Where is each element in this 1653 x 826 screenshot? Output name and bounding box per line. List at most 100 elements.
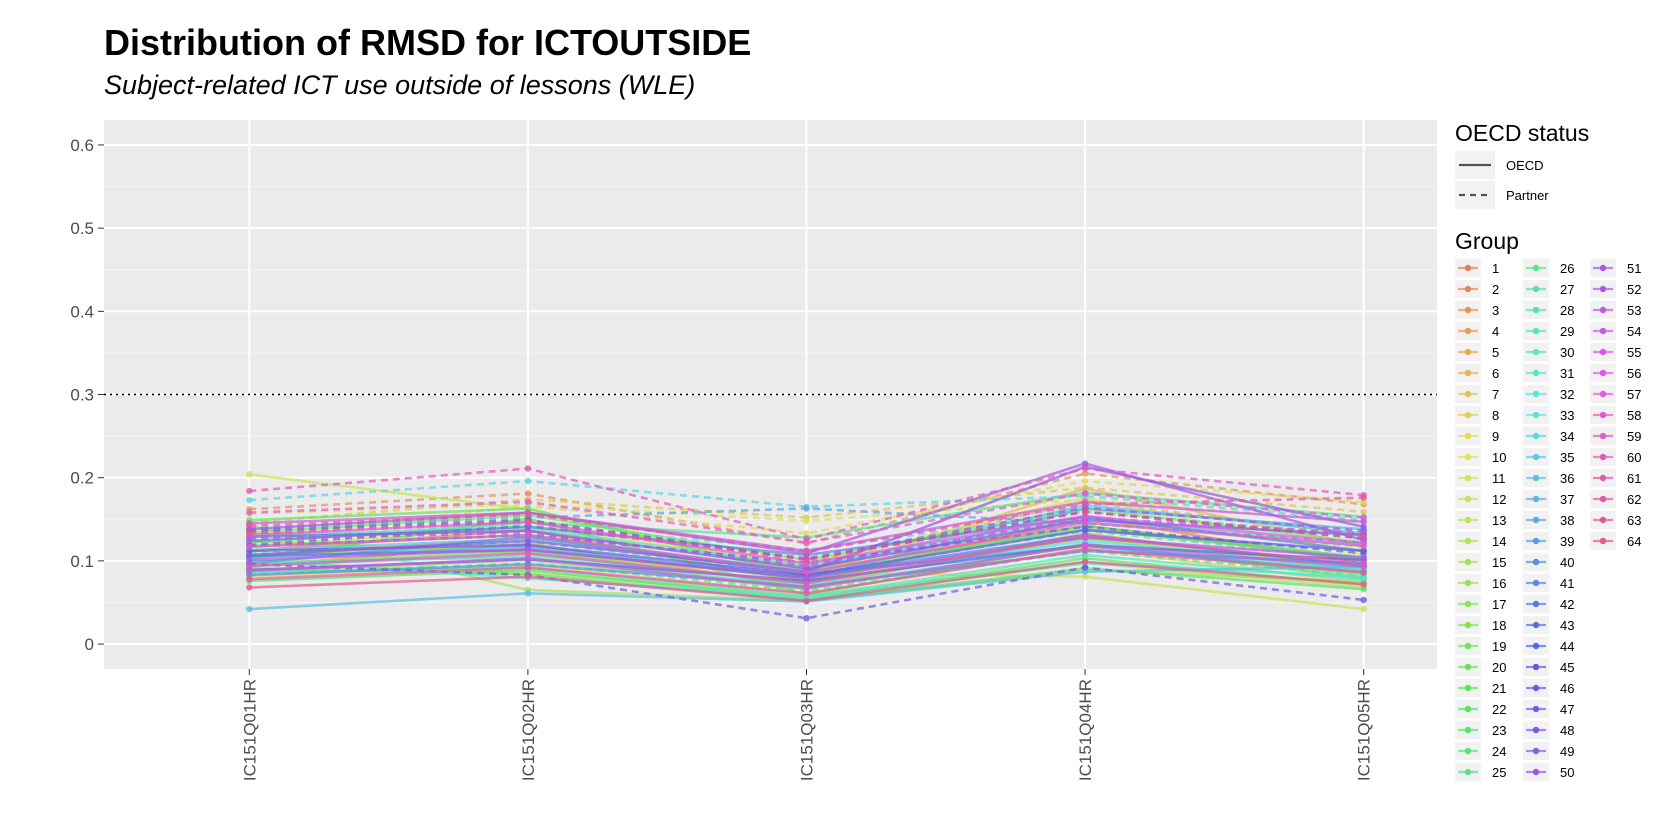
- legend-label-group: 8: [1492, 408, 1499, 423]
- series-point-61: [524, 564, 532, 571]
- legend-label-group: 1: [1492, 261, 1499, 276]
- legend-key-point: [1464, 411, 1472, 419]
- series-point-7: [1081, 484, 1089, 491]
- legend-key-point: [1464, 621, 1472, 629]
- legend-label-group: 64: [1627, 534, 1641, 549]
- legend-key-point: [1464, 768, 1472, 776]
- legend-label-linetype: OECD: [1506, 158, 1544, 173]
- series-point-59: [1081, 465, 1089, 472]
- legend-label-group: 25: [1492, 765, 1506, 780]
- x-tick-label: IC151Q04HR: [1076, 679, 1095, 781]
- series-point-49: [524, 537, 532, 545]
- legend-label-group: 12: [1492, 492, 1506, 507]
- legend-label-group: 21: [1492, 681, 1506, 696]
- legend-key-point: [1599, 306, 1607, 314]
- legend-key-point: [1599, 453, 1607, 461]
- legend-key-point: [1599, 390, 1607, 398]
- legend-key-point: [1532, 390, 1540, 398]
- legend-label-group: 32: [1560, 387, 1574, 402]
- series-point-57: [246, 509, 253, 516]
- legend-key-point: [1464, 453, 1472, 461]
- series-point-55: [524, 555, 532, 562]
- legend-key-point: [1532, 663, 1540, 671]
- legend-key-point: [1599, 411, 1607, 419]
- legend-label-group: 20: [1492, 660, 1506, 675]
- legend-label-group: 52: [1627, 282, 1641, 297]
- series-point-49: [246, 551, 253, 559]
- legend-label-group: 2: [1492, 282, 1499, 297]
- series-point-58: [524, 531, 532, 539]
- series-point-64: [524, 518, 532, 525]
- legend-label-group: 33: [1560, 408, 1574, 423]
- series-point-58: [1081, 519, 1089, 526]
- series-point-59: [524, 465, 532, 472]
- legend-label-group: 44: [1560, 639, 1574, 654]
- legend-key-point: [1464, 474, 1472, 482]
- legend-label-group: 13: [1492, 513, 1506, 528]
- legend-label-group: 34: [1560, 429, 1574, 444]
- series-point-60: [1081, 533, 1089, 540]
- legend-key-point: [1532, 495, 1540, 503]
- legend-key-point: [1464, 495, 1472, 503]
- series-point-23: [1360, 585, 1367, 593]
- legend-key-point: [1464, 705, 1472, 713]
- y-tick-label: 0.1: [70, 552, 94, 571]
- legend-label-group: 43: [1560, 618, 1574, 633]
- series-point-52: [1360, 554, 1367, 561]
- legend-key-point: [1532, 285, 1540, 293]
- series-point-36: [524, 590, 532, 597]
- series-point-62: [1081, 501, 1089, 508]
- series-point-62: [246, 522, 253, 530]
- legend-key-point: [1599, 474, 1607, 482]
- series-point-34: [246, 496, 253, 504]
- series-point-63: [1360, 580, 1367, 588]
- series-point-63: [524, 573, 532, 580]
- series-point-47: [803, 615, 810, 622]
- legend-key-point: [1464, 327, 1472, 335]
- legend: OECD statusOECDPartnerGroup1234567891011…: [1455, 120, 1641, 781]
- series-point-61: [803, 590, 810, 597]
- legend-label-group: 48: [1560, 723, 1574, 738]
- legend-label-group: 54: [1627, 324, 1641, 339]
- legend-label-group: 40: [1560, 555, 1574, 570]
- legend-label-group: 9: [1492, 429, 1499, 444]
- series-line-53: [249, 516, 1364, 568]
- legend-key-point: [1599, 516, 1607, 524]
- legend-label-group: 50: [1560, 765, 1574, 780]
- series-point-61: [1360, 569, 1367, 576]
- x-tick-label: IC151Q03HR: [797, 679, 816, 781]
- legend-label-group: 27: [1560, 282, 1574, 297]
- legend-label-group: 47: [1560, 702, 1574, 717]
- series-point-63: [246, 584, 253, 591]
- legend-key-point: [1532, 579, 1540, 587]
- axis-layer: 0 0.1 0.2 0.3 0.4 0.5 0.6 IC151Q01HR IC151Q02HR I…: [70, 136, 1373, 781]
- series-point-36: [246, 605, 253, 613]
- series-point-58: [803, 569, 810, 576]
- legend-key-point: [1532, 453, 1540, 461]
- legend-key-point: [1464, 285, 1472, 293]
- legend-label-group: 51: [1627, 261, 1641, 276]
- legend-label-linetype: Partner: [1506, 188, 1549, 203]
- legend-label-group: 19: [1492, 639, 1506, 654]
- legend-key-point: [1464, 663, 1472, 671]
- legend-label-group: 46: [1560, 681, 1574, 696]
- legend-key-point: [1532, 642, 1540, 650]
- series-point-63: [1081, 558, 1089, 565]
- legend-key-point: [1464, 390, 1472, 398]
- legend-key-point: [1532, 768, 1540, 776]
- legend-label-group: 45: [1560, 660, 1574, 675]
- y-tick-label: 0.2: [70, 469, 94, 488]
- series-point-59: [246, 487, 253, 495]
- chart-subtitle: Subject-related ICT use outside of lesso…: [104, 70, 696, 100]
- legend-label-group: 10: [1492, 450, 1506, 465]
- series-point-64: [1081, 508, 1089, 515]
- series-point-3: [1081, 470, 1089, 477]
- series-point-12: [1360, 605, 1367, 613]
- legend-label-group: 6: [1492, 366, 1499, 381]
- series-point-60: [1360, 560, 1367, 567]
- legend-key-point: [1532, 558, 1540, 566]
- series-point-64: [246, 530, 253, 537]
- legend-key-point: [1599, 432, 1607, 440]
- y-tick-label: 0.4: [70, 302, 94, 321]
- legend-label-group: 55: [1627, 345, 1641, 360]
